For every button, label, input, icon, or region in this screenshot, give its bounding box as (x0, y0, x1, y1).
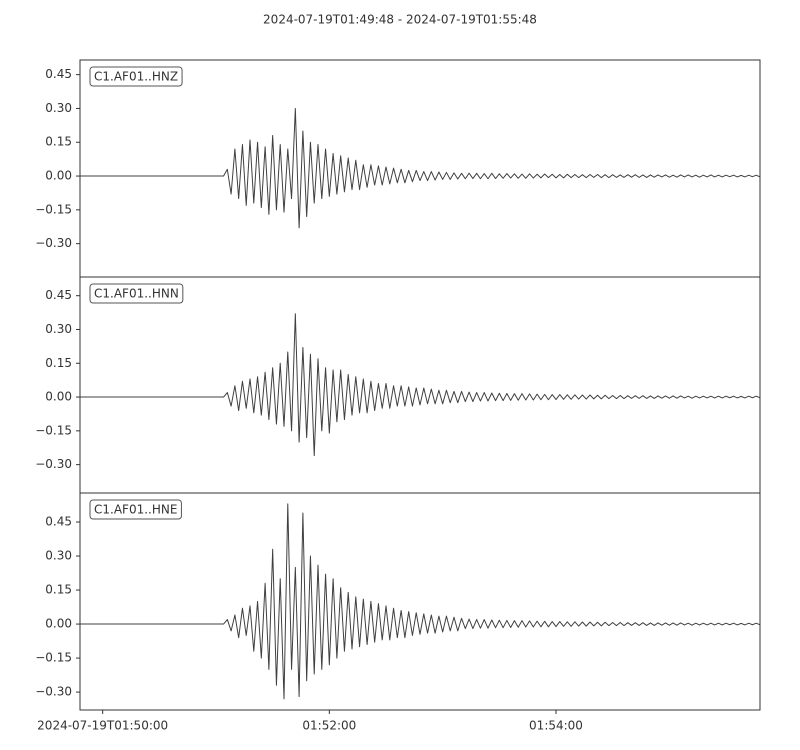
y-tick-label: −0.30 (35, 457, 72, 471)
legend-box (89, 66, 183, 87)
legend-box (89, 499, 182, 520)
legend-box (89, 283, 184, 304)
x-tick-label: 01:52:00 (302, 719, 356, 733)
trace-group (80, 107, 760, 229)
y-tick-label: 0.00 (45, 617, 72, 631)
y-tick-label: 0.15 (45, 356, 72, 370)
y-tick-label: −0.15 (35, 202, 72, 216)
figure-title: 2024-07-19T01:49:48 - 2024-07-19T01:55:4… (263, 13, 537, 27)
y-tick-label: 0.45 (45, 288, 72, 302)
x-tick-label: 01:54:00 (529, 719, 583, 733)
y-tick-label: 0.15 (45, 583, 72, 597)
waveform (80, 503, 760, 700)
y-tick-label: 0.45 (45, 515, 72, 529)
y-tick-label: 0.45 (45, 67, 72, 81)
y-tick-label: −0.15 (35, 423, 72, 437)
y-tick-label: −0.30 (35, 685, 72, 699)
y-tick-label: −0.30 (35, 236, 72, 250)
waveform (80, 313, 760, 457)
y-tick-label: 0.00 (45, 169, 72, 183)
legend-label: C1.AF01..HNE (94, 503, 177, 517)
y-tick-label: 0.30 (45, 549, 72, 563)
panel-frame (79, 59, 761, 278)
x-tick-label: 2024-07-19T01:50:00 (37, 719, 168, 733)
panel-frame (79, 492, 761, 711)
waveform (80, 107, 760, 229)
panel-frame (79, 276, 761, 494)
y-tick-label: 0.30 (45, 322, 72, 336)
y-tick-label: −0.15 (35, 651, 72, 665)
legend-label: C1.AF01..HNN (94, 287, 179, 301)
trace-group (80, 503, 760, 700)
trace-group (80, 313, 760, 457)
y-tick-label: 0.00 (45, 390, 72, 404)
y-tick-label: 0.30 (45, 101, 72, 115)
y-tick-label: 0.15 (45, 135, 72, 149)
legend-label: C1.AF01..HNZ (94, 70, 178, 84)
